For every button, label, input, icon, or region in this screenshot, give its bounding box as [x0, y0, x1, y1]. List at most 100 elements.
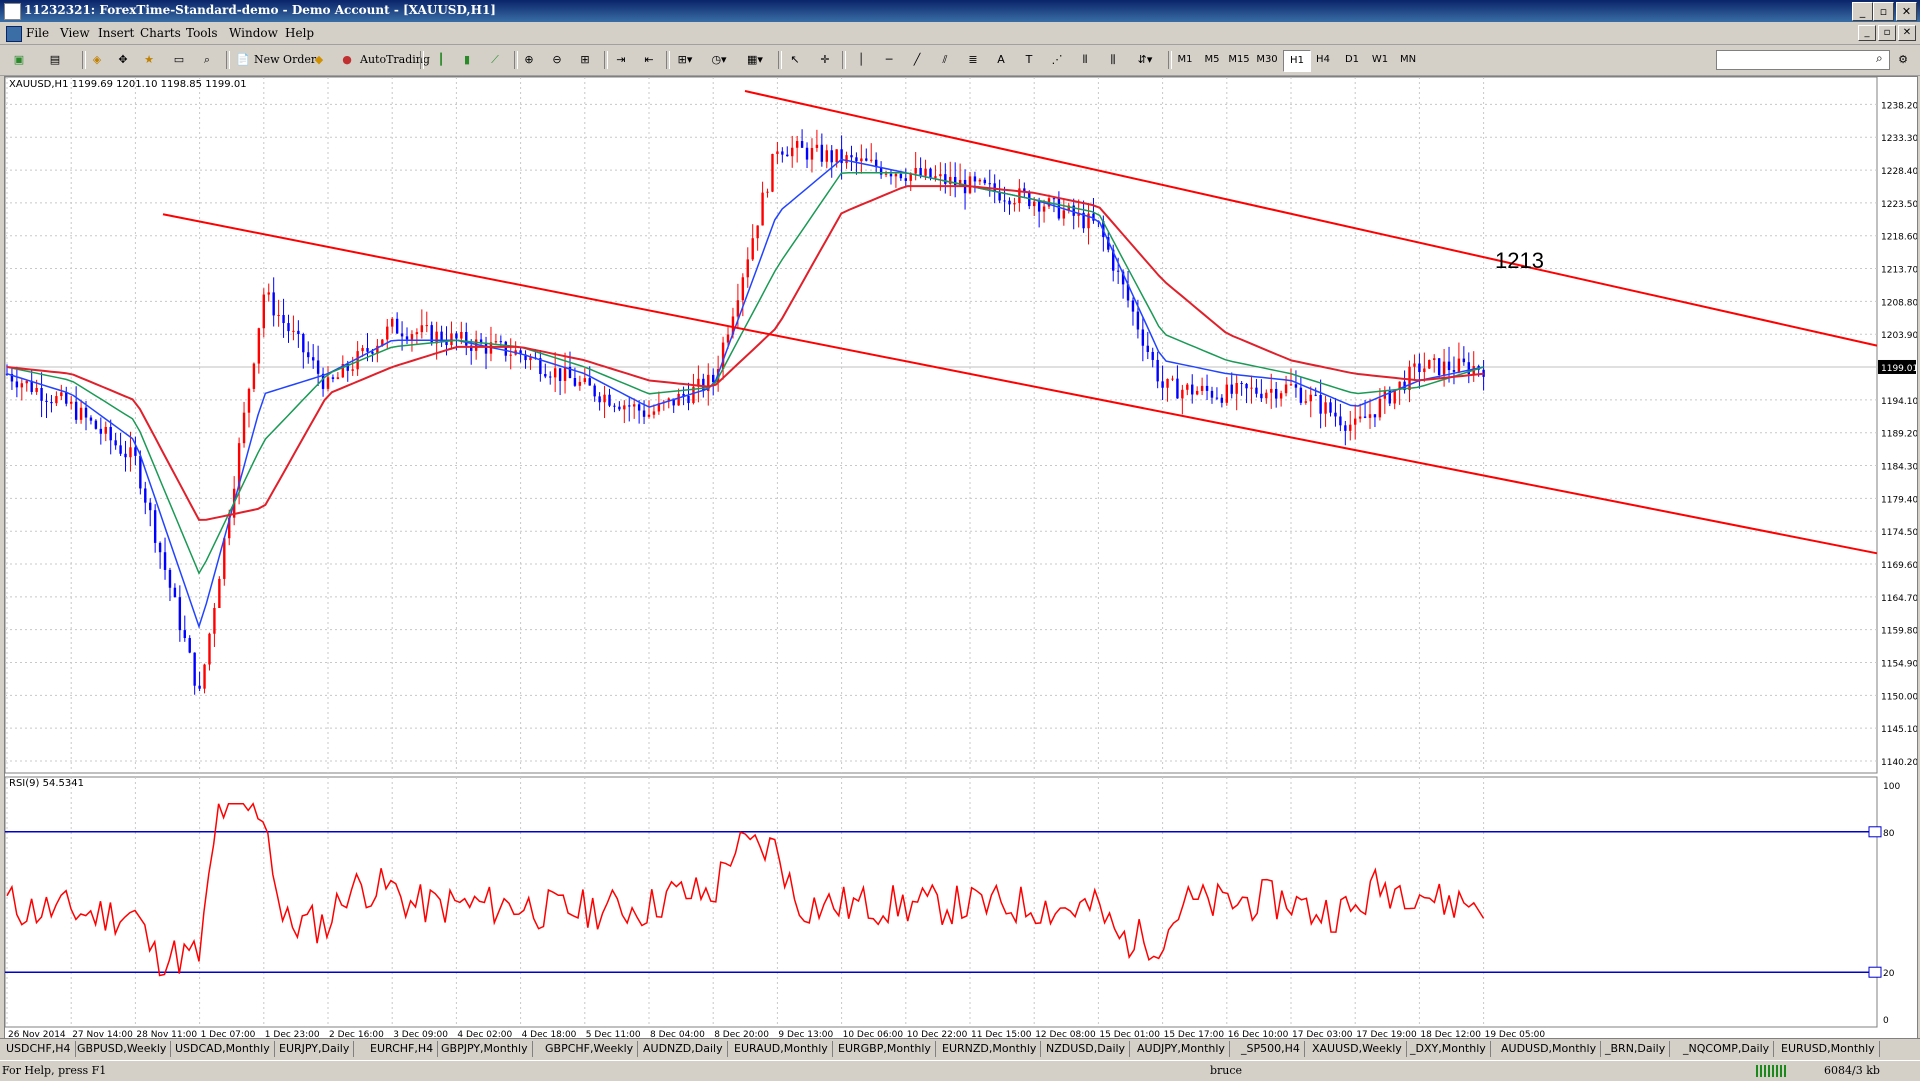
maximize-button[interactable]: ▫: [1873, 2, 1894, 21]
new-chart-icon[interactable]: ▣: [13, 53, 25, 66]
timeframe-w1[interactable]: W1: [1371, 54, 1389, 65]
gold-icon[interactable]: ◆: [314, 53, 324, 66]
terminal-icon[interactable]: ★: [144, 53, 154, 66]
timeframe-m1[interactable]: M1: [1177, 54, 1193, 65]
market-watch-icon[interactable]: ◈: [92, 53, 102, 66]
timeframe-mn[interactable]: MN: [1399, 54, 1417, 65]
trendline-icon[interactable]: ╱: [913, 53, 921, 66]
chart-tab[interactable]: GBPJPY,Monthly: [437, 1041, 533, 1057]
minimize-button[interactable]: _: [1852, 2, 1873, 21]
chart-tab[interactable]: USDCHF,H4: [2, 1041, 76, 1057]
close-button[interactable]: ✕: [1896, 2, 1917, 21]
new-order-icon[interactable]: 📄: [236, 53, 250, 66]
price-annotation[interactable]: 1213: [1495, 248, 1544, 273]
templates-icon[interactable]: ▦▾: [747, 53, 763, 66]
chart-tab[interactable]: USDCAD,Monthly: [171, 1041, 275, 1057]
autoscroll-icon[interactable]: ⇥: [616, 53, 626, 66]
menu-insert[interactable]: Insert: [98, 26, 135, 40]
chart-tab[interactable]: _DXY,Monthly: [1406, 1041, 1491, 1057]
new-order-button[interactable]: New Order: [254, 53, 317, 66]
menu-file[interactable]: File: [26, 26, 50, 40]
fibo-fan-icon[interactable]: ⋰: [1051, 53, 1063, 66]
candle-body: [998, 191, 1001, 201]
timeframe-m5[interactable]: M5: [1204, 54, 1220, 65]
timeframe-h1[interactable]: H1: [1283, 50, 1311, 72]
price-chart[interactable]: 1238.20 1233.30 1228.40 1223.50 1218.60 1213.…: [4, 76, 1918, 1040]
crosshair-icon[interactable]: ✛: [820, 53, 830, 66]
chart-tab[interactable]: AUDJPY,Monthly: [1133, 1041, 1230, 1057]
candle-body: [865, 158, 868, 161]
profiles-icon[interactable]: ▤: [49, 53, 61, 66]
timeframe-m30[interactable]: M30: [1256, 54, 1278, 65]
candlestick-icon[interactable]: ▮: [463, 53, 471, 66]
doc-minimize-button[interactable]: _: [1858, 25, 1876, 41]
candle-body: [470, 345, 473, 351]
candle-body: [1121, 271, 1125, 285]
vertical-line-icon[interactable]: │: [857, 53, 865, 66]
candle-body: [1161, 381, 1164, 388]
arrows-icon[interactable]: ⇵▾: [1137, 53, 1153, 66]
search-icon[interactable]: ⌕: [1876, 51, 1883, 65]
timeframe-d1[interactable]: D1: [1344, 54, 1360, 65]
bar-chart-icon[interactable]: ┃: [437, 53, 445, 66]
autotrading-button[interactable]: AutoTrading: [360, 53, 430, 66]
tester-icon-2[interactable]: ⌕: [203, 53, 211, 66]
navigator-icon[interactable]: ✥: [118, 53, 128, 66]
tester-icon[interactable]: ▭: [173, 53, 185, 66]
menu-charts[interactable]: Charts: [140, 26, 181, 40]
chart-tab[interactable]: NZDUSD,Daily: [1042, 1041, 1131, 1057]
price-tick-label: 1233.30: [1881, 134, 1917, 144]
doc-close-button[interactable]: ✕: [1898, 25, 1916, 41]
chart-tab[interactable]: AUDUSD,Monthly: [1497, 1041, 1602, 1057]
line-chart-icon[interactable]: ⟋: [491, 53, 499, 66]
chart-tab[interactable]: EURGBP,Monthly: [834, 1041, 936, 1057]
tile-icon[interactable]: ⊞: [580, 53, 590, 66]
chart-tab[interactable]: EURJPY,Daily: [275, 1041, 355, 1057]
fibonacci-icon[interactable]: ≣: [968, 53, 978, 66]
menu-tools[interactable]: Tools: [186, 26, 218, 40]
candle-body: [1452, 370, 1456, 372]
candle-body: [870, 159, 873, 161]
options-icon[interactable]: ⚙: [1898, 53, 1908, 66]
cycle-lines-icon[interactable]: ⫼: [1110, 53, 1116, 66]
search-input[interactable]: [1716, 50, 1890, 70]
chart-tab[interactable]: _NQCOMP,Daily: [1679, 1041, 1775, 1057]
menu-view[interactable]: View: [60, 26, 90, 40]
chart-tab[interactable]: GBPCHF,Weekly: [541, 1041, 639, 1057]
chart-tab[interactable]: EURNZD,Monthly: [938, 1041, 1042, 1057]
gann-icon[interactable]: ⦀: [1082, 53, 1088, 66]
candle-body: [386, 326, 389, 340]
chart-tab[interactable]: GBPUSD,Weekly: [73, 1041, 172, 1057]
candle-body: [1131, 300, 1135, 312]
price-tick-label: 1203.90: [1881, 331, 1917, 341]
chart-window[interactable]: 1238.20 1233.30 1228.40 1223.50 1218.60 1213.…: [4, 76, 1918, 1040]
chart-tab[interactable]: _SP500,H4: [1237, 1041, 1305, 1057]
menu-help[interactable]: Help: [285, 26, 315, 40]
chart-window-icon[interactable]: [6, 26, 22, 42]
chart-tab[interactable]: EURCHF,H4: [366, 1041, 439, 1057]
menu-window[interactable]: Window: [229, 26, 278, 40]
text-icon[interactable]: A: [997, 53, 1005, 66]
chart-tab[interactable]: EURUSD,Monthly: [1777, 1041, 1880, 1057]
current-price-box: [1878, 359, 1916, 374]
candle-body: [712, 374, 715, 383]
timeframe-h4[interactable]: H4: [1316, 54, 1330, 65]
timeframe-m15[interactable]: M15: [1228, 54, 1250, 65]
chart-tab[interactable]: EURAUD,Monthly: [730, 1041, 833, 1057]
chart-tab[interactable]: AUDNZD,Daily: [639, 1041, 728, 1057]
equidistant-channel-icon[interactable]: ⫽: [942, 53, 948, 66]
periods-icon[interactable]: ◷▾: [711, 53, 727, 66]
cursor-icon[interactable]: ↖: [790, 53, 800, 66]
chart-tab[interactable]: XAUUSD,Weekly: [1308, 1041, 1407, 1057]
autotrading-icon[interactable]: ●: [342, 53, 352, 66]
chart-tab[interactable]: _BRN,Daily: [1601, 1041, 1671, 1057]
candle-body: [618, 406, 621, 410]
horizontal-line-icon[interactable]: ─: [885, 53, 893, 66]
zoom-out-icon[interactable]: ⊖: [552, 53, 562, 66]
doc-restore-button[interactable]: ▫: [1878, 25, 1896, 41]
indicators-icon[interactable]: ⊞▾: [677, 53, 693, 66]
chart-shift-icon[interactable]: ⇤: [644, 53, 654, 66]
zoom-in-icon[interactable]: ⊕: [524, 53, 534, 66]
app-icon: [4, 3, 21, 20]
text-label-icon[interactable]: T: [1025, 53, 1033, 66]
